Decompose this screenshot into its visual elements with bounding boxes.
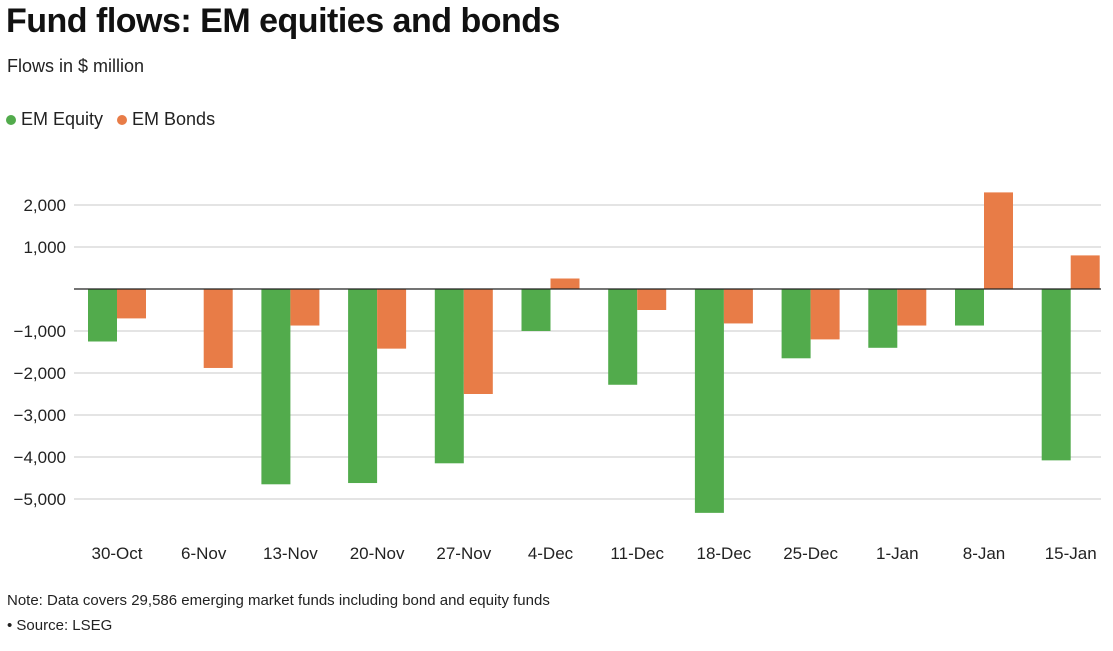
bar-equity (608, 289, 638, 385)
x-tick-label: 4-Dec (528, 544, 574, 563)
bar-equity (434, 289, 464, 464)
bar-bonds (463, 289, 493, 394)
bar-bonds (984, 192, 1013, 289)
x-tick-label: 6-Nov (181, 544, 227, 563)
x-tick-label: 20-Nov (350, 544, 405, 563)
y-tick-label: −4,000 (14, 448, 66, 467)
legend-item-bonds: EM Bonds (117, 109, 215, 130)
chart-title: Fund flows: EM equities and bonds (6, 2, 560, 40)
chart-subtitle: Flows in $ million (7, 56, 145, 76)
bar-bonds (290, 289, 320, 326)
x-tick-label: 25-Dec (783, 544, 838, 563)
legend-label-equity: EM Equity (21, 109, 104, 129)
bar-equity (348, 289, 378, 484)
x-tick-label: 1-Jan (876, 544, 919, 563)
x-tick-label: 18-Dec (696, 544, 751, 563)
x-axis-tick-labels: 30-Oct 6-Nov 13-Nov 20-Nov 27-Nov 4-Dec 11-Dec… (91, 544, 1096, 563)
bar-bonds (377, 289, 407, 349)
y-tick-label: −3,000 (14, 406, 66, 425)
y-tick-label: −2,000 (14, 364, 66, 383)
x-tick-label: 13-Nov (263, 544, 318, 563)
y-tick-label: −1,000 (14, 322, 66, 341)
legend-swatch-bonds (117, 114, 128, 125)
bar-bonds (203, 289, 233, 368)
bar-bonds (897, 289, 927, 326)
bar-bonds (637, 289, 667, 310)
bar-bonds (550, 278, 580, 289)
y-axis-tick-labels: 2,000 1,000 −1,000 −2,000 −3,000 −4,000 −5,000 (14, 196, 66, 509)
legend: EM Equity EM Bonds (6, 109, 229, 130)
bar-bonds (1070, 255, 1100, 289)
x-tick-label: 11-Dec (610, 544, 664, 563)
legend-item-equity: EM Equity (6, 109, 103, 130)
bar-equity (88, 289, 117, 342)
x-tick-label: 8-Jan (963, 544, 1006, 563)
bars (88, 192, 1100, 513)
bar-equity (694, 289, 724, 513)
legend-swatch-equity (6, 114, 16, 125)
y-tick-label: 1,000 (23, 238, 66, 257)
bar-bonds (810, 289, 840, 340)
bar-equity (781, 289, 811, 359)
bar-bonds (117, 289, 146, 319)
bar-equity (955, 289, 984, 326)
bar-equity (521, 289, 551, 331)
bar-equity (1041, 289, 1071, 461)
x-tick-label: 27-Nov (436, 544, 491, 563)
x-tick-label: 30-Oct (91, 544, 142, 563)
bar-bonds (723, 289, 753, 324)
footnote: Note: Data covers 29,586 emerging market… (7, 592, 550, 609)
source-note: • Source: LSEG (7, 617, 113, 634)
y-tick-label: −5,000 (14, 490, 66, 509)
bar-equity (261, 289, 291, 485)
y-tick-label: 2,000 (23, 196, 66, 215)
legend-label-bonds: EM Bonds (132, 109, 216, 129)
x-tick-label: 15-Jan (1045, 544, 1097, 563)
gridlines (74, 204, 1101, 500)
bar-equity (868, 289, 898, 348)
